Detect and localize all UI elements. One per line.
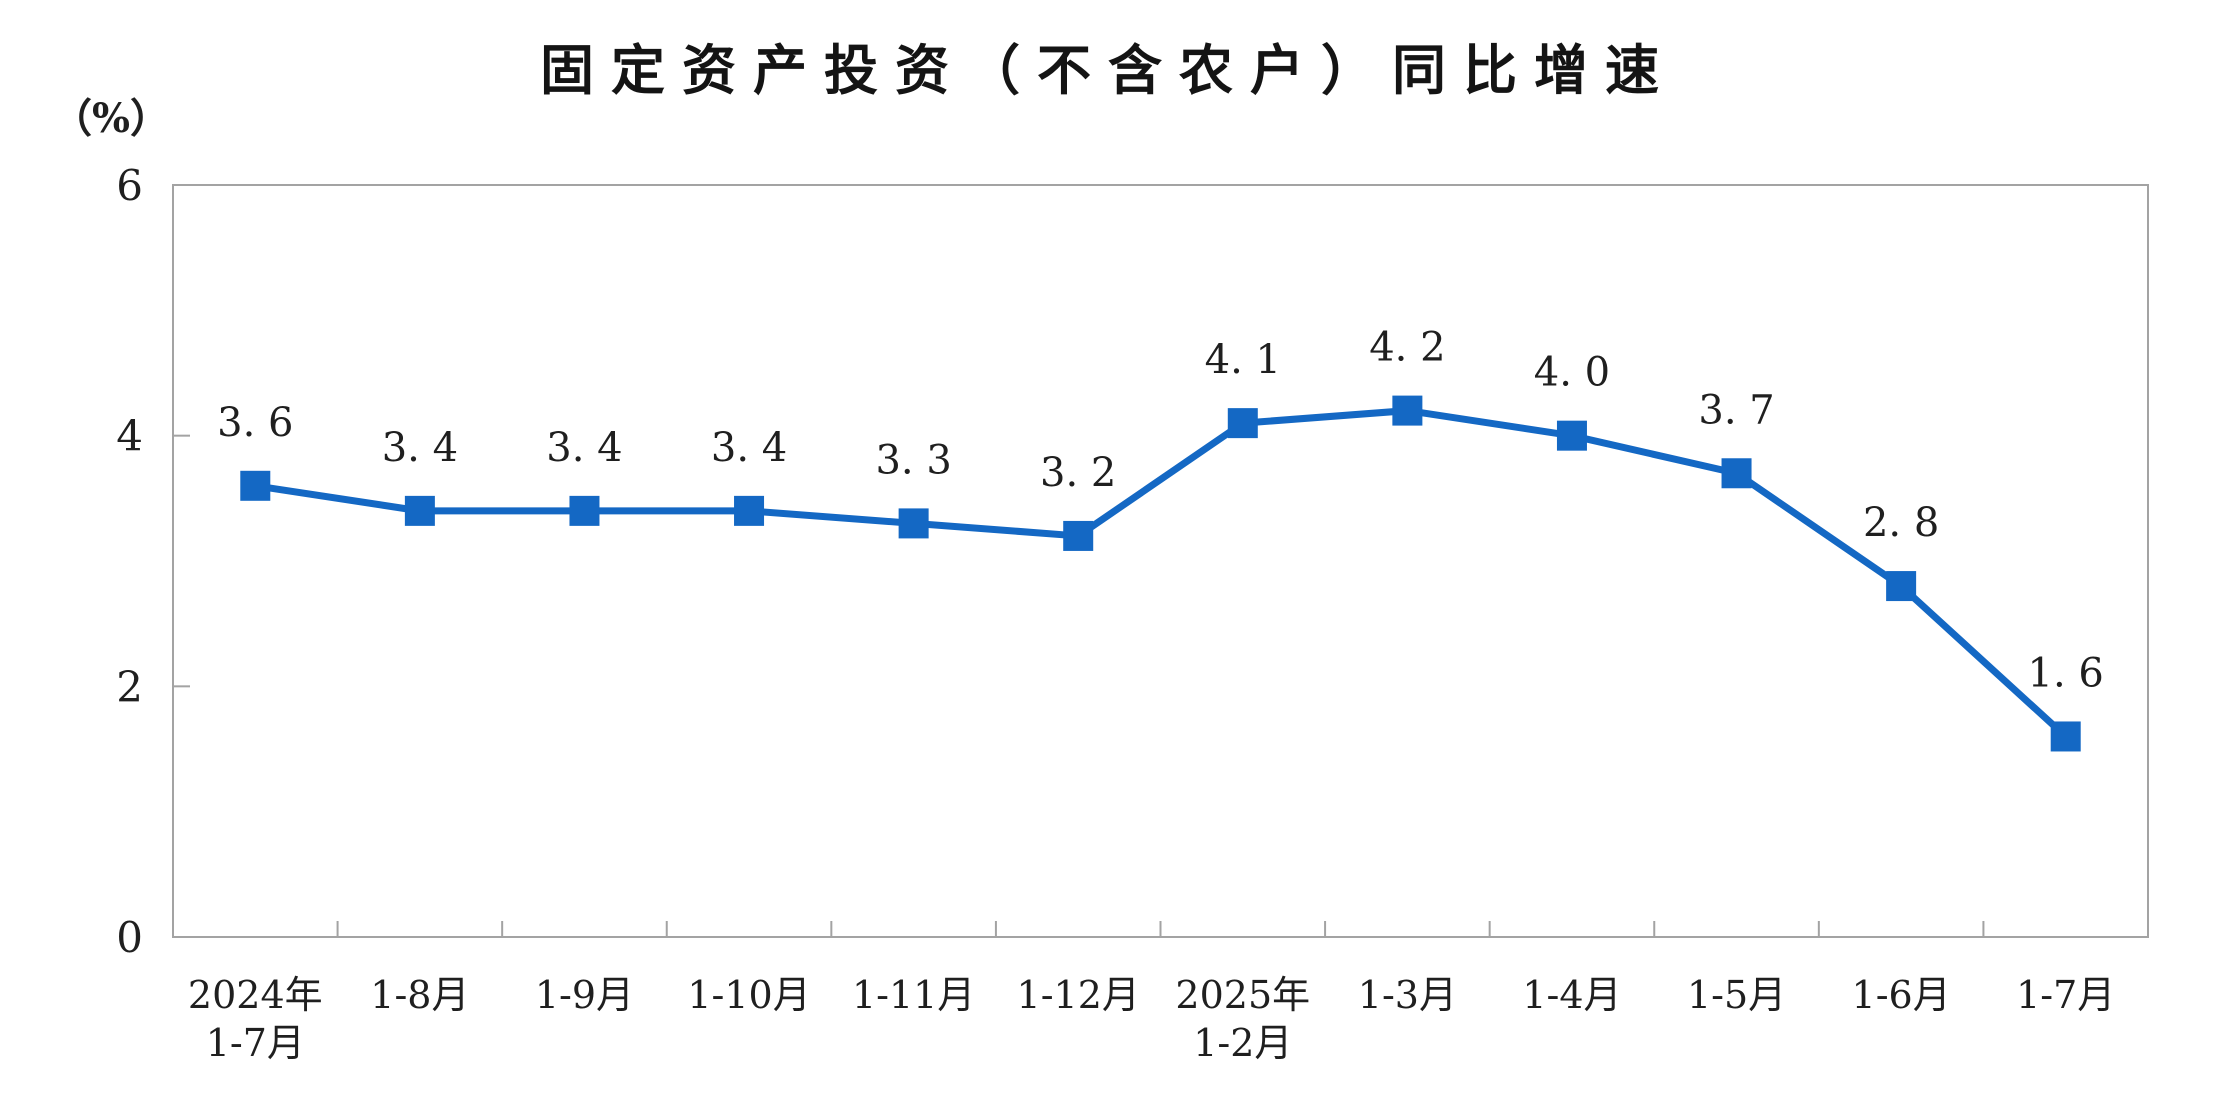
data-point-label: 3. 7 [1698, 387, 1774, 433]
data-point-marker [1721, 458, 1752, 489]
y-axis-tick-label: 0 [116, 913, 143, 962]
data-point-marker [569, 495, 600, 526]
plot-border [172, 184, 2149, 938]
x-axis-label: 2025年 [1175, 973, 1310, 1017]
y-axis-tick-label: 4 [116, 412, 143, 461]
data-point-label: 3. 2 [1040, 450, 1116, 496]
data-point-marker [1227, 408, 1258, 439]
y-axis-unit-label: （%） [52, 95, 171, 142]
y-axis-tick-label: 2 [116, 662, 143, 711]
x-axis-label: 1-10月 [687, 973, 810, 1017]
x-axis-label: 1-3月 [1358, 973, 1457, 1017]
x-axis-label: 1-6月 [1852, 973, 1951, 1017]
data-point-label: 3. 3 [875, 437, 951, 483]
data-point-label: 1. 6 [2028, 650, 2104, 696]
data-point-marker [898, 508, 929, 539]
x-axis-label: 1-8月 [370, 973, 469, 1017]
x-axis-label: 1-7月 [2016, 973, 2115, 1017]
x-axis-label: 1-12月 [1017, 973, 1140, 1017]
data-point-label: 4. 1 [1205, 337, 1281, 383]
data-point-label: 3. 4 [546, 425, 622, 471]
data-point-marker [2050, 721, 2081, 752]
x-axis-label: 1-11月 [852, 973, 975, 1017]
data-point-label: 4. 0 [1534, 350, 1610, 396]
x-axis-label: 2024年 [188, 973, 323, 1017]
data-point-label: 4. 2 [1369, 325, 1445, 371]
x-axis-label: 1-2月 [1193, 1021, 1292, 1065]
data-point-marker [1392, 395, 1423, 426]
data-point-label: 3. 6 [217, 400, 293, 446]
data-point-marker [1886, 571, 1917, 602]
data-point-marker [240, 470, 271, 501]
data-point-marker [1063, 520, 1094, 551]
data-point-marker [404, 495, 435, 526]
x-axis-label: 1-5月 [1687, 973, 1786, 1017]
data-point-marker [1556, 420, 1587, 451]
x-axis-label: 1-9月 [535, 973, 634, 1017]
data-point-label: 3. 4 [711, 425, 787, 471]
x-axis-label: 1-4月 [1522, 973, 1621, 1017]
data-point-label: 3. 4 [382, 425, 458, 471]
x-axis-label: 1-7月 [206, 1021, 305, 1065]
chart-title: 固定资产投资（不含农户）同比增速 [540, 41, 1676, 101]
data-point-marker [734, 495, 765, 526]
data-point-label: 2. 8 [1863, 500, 1939, 546]
y-axis-tick-label: 6 [116, 161, 143, 210]
data-line [251, 407, 2070, 740]
